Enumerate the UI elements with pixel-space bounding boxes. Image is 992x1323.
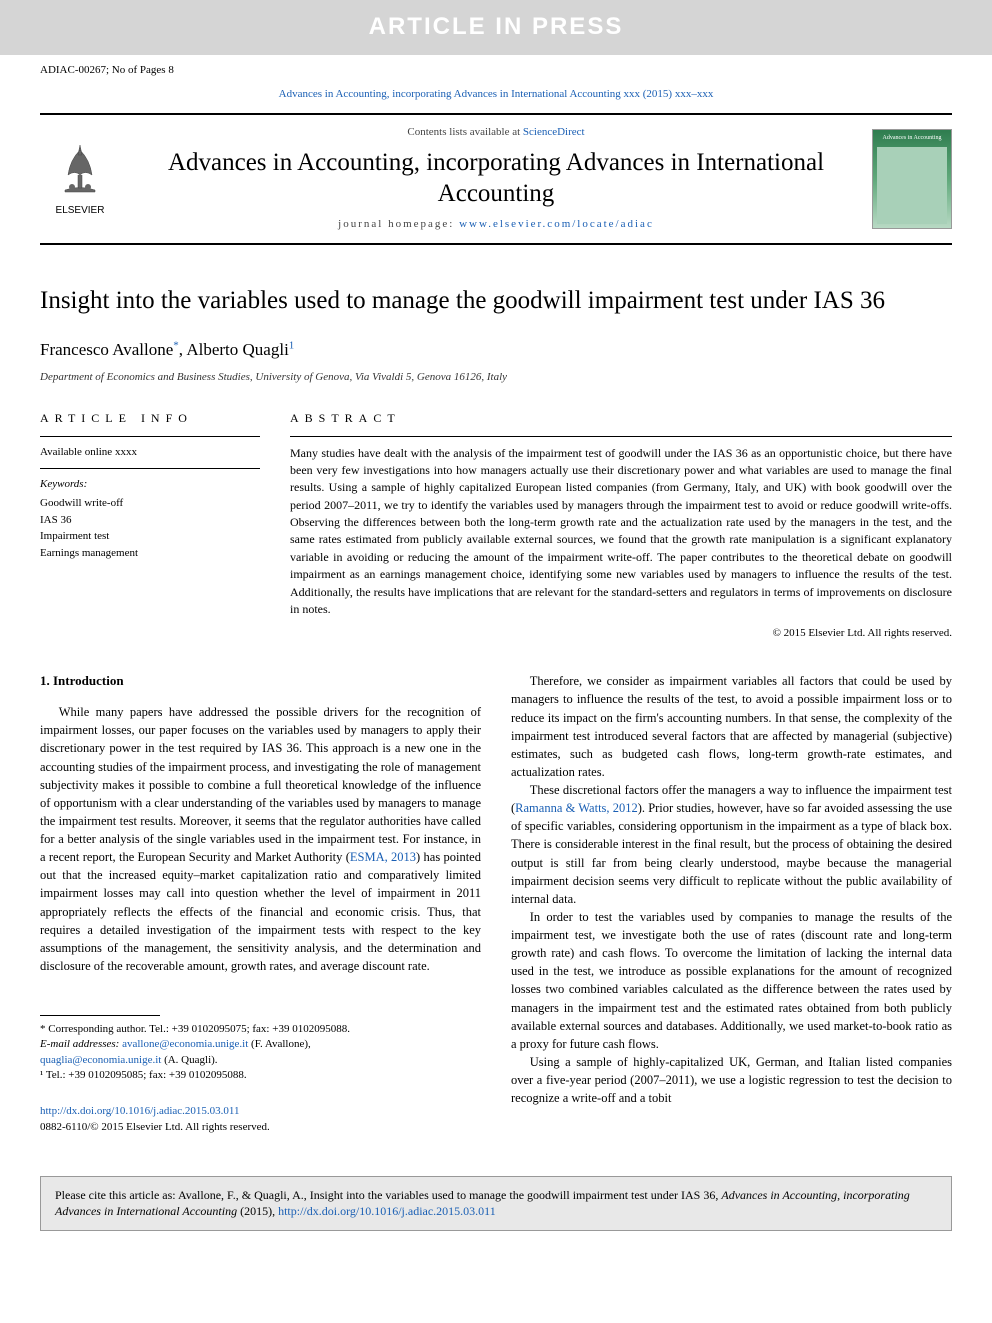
in-press-banner: ARTICLE IN PRESS (0, 0, 992, 55)
body-paragraph: While many papers have addressed the pos… (40, 703, 481, 975)
homepage-prefix: journal homepage: (338, 218, 459, 230)
abstract-copyright: © 2015 Elsevier Ltd. All rights reserved… (290, 626, 952, 642)
author-1: Francesco Avallone (40, 340, 173, 359)
author-2: Alberto Quagli (186, 340, 288, 359)
author-email-link[interactable]: avallone@economia.unige.it (122, 1038, 248, 1050)
keyword-item: Goodwill write-off (40, 495, 260, 512)
cite-doi-link[interactable]: http://dx.doi.org/10.1016/j.adiac.2015.0… (278, 1204, 496, 1218)
journal-title: Advances in Accounting, incorporating Ad… (140, 147, 852, 210)
footnote-1: ¹ Tel.: +39 0102095085; fax: +39 0102095… (40, 1068, 481, 1083)
abstract-text: Many studies have dealt with the analysi… (290, 445, 952, 619)
author-2-sup: 1 (289, 339, 295, 351)
keywords-heading: Keywords: (40, 477, 260, 493)
page-identifier: ADIAC-00267; No of Pages 8 (40, 55, 952, 83)
author-1-corr-link[interactable]: * (173, 339, 179, 351)
homepage-line: journal homepage: www.elsevier.com/locat… (140, 217, 852, 233)
authors-line: Francesco Avallone*, Alberto Quagli1 (40, 338, 952, 363)
elsevier-tree-icon (50, 140, 110, 200)
homepage-link[interactable]: www.elsevier.com/locate/adiac (459, 218, 654, 230)
corr-author-note: * Corresponding author. Tel.: +39 010209… (40, 1022, 481, 1037)
body-paragraph: In order to test the variables used by c… (511, 908, 952, 1053)
keyword-item: Earnings management (40, 545, 260, 562)
body-column-right: Therefore, we consider as impairment var… (511, 672, 952, 1135)
please-cite-box: Please cite this article as: Avallone, F… (40, 1176, 952, 1232)
journal-header: ELSEVIER Contents lists available at Sci… (40, 113, 952, 245)
citation-link[interactable]: Ramanna & Watts, 2012 (515, 801, 638, 815)
available-online: Available online xxxx (40, 445, 260, 470)
citation-link[interactable]: ESMA, 2013 (350, 850, 416, 864)
sciencedirect-link[interactable]: ScienceDirect (523, 126, 585, 138)
article-info-heading: ARTICLE INFO (40, 410, 260, 436)
elsevier-logo: ELSEVIER (40, 129, 120, 229)
keyword-item: Impairment test (40, 528, 260, 545)
body-column-left: 1. Introduction While many papers have a… (40, 672, 481, 1135)
top-citation-link[interactable]: Advances in Accounting, incorporating Ad… (40, 83, 952, 113)
article-info-panel: ARTICLE INFO Available online xxxx Keywo… (40, 410, 260, 642)
footnotes-block: * Corresponding author. Tel.: +39 010209… (40, 1022, 481, 1084)
body-paragraph: These discretional factors offer the man… (511, 781, 952, 908)
contents-prefix: Contents lists available at (407, 126, 522, 138)
issn-copyright: 0882-6110/© 2015 Elsevier Ltd. All right… (40, 1120, 481, 1136)
doi-link[interactable]: http://dx.doi.org/10.1016/j.adiac.2015.0… (40, 1105, 240, 1117)
cite-year: (2015), (237, 1204, 278, 1218)
abstract-panel: ABSTRACT Many studies have dealt with th… (290, 410, 952, 642)
keyword-item: IAS 36 (40, 512, 260, 529)
email-name: (A. Quagli). (164, 1054, 217, 1066)
abstract-heading: ABSTRACT (290, 410, 952, 436)
keywords-list: Goodwill write-off IAS 36 Impairment tes… (40, 495, 260, 561)
para-text: ). Prior studies, however, have so far a… (511, 801, 952, 906)
doi-block: http://dx.doi.org/10.1016/j.adiac.2015.0… (40, 1104, 481, 1136)
cover-image-area (877, 147, 947, 224)
article-title: Insight into the variables used to manag… (40, 285, 952, 318)
body-paragraph: Using a sample of highly-capitalized UK,… (511, 1053, 952, 1107)
intro-heading: 1. Introduction (40, 672, 481, 691)
journal-cover-thumbnail: Advances in Accounting (872, 129, 952, 229)
cover-label: Advances in Accounting (877, 134, 947, 143)
cite-prefix: Please cite this article as: Avallone, F… (55, 1188, 721, 1202)
email-label: E-mail addresses: (40, 1038, 119, 1050)
elsevier-label: ELSEVIER (56, 204, 105, 219)
affiliation: Department of Economics and Business Stu… (40, 370, 952, 386)
para-text: While many papers have addressed the pos… (40, 705, 481, 864)
author-email-link[interactable]: quaglia@economia.unige.it (40, 1054, 161, 1066)
para-text: ) has pointed out that the increased equ… (40, 850, 481, 973)
email-name: (F. Avallone), (251, 1038, 311, 1050)
body-paragraph: Therefore, we consider as impairment var… (511, 672, 952, 781)
footnote-divider (40, 1015, 160, 1016)
contents-available-line: Contents lists available at ScienceDirec… (140, 125, 852, 141)
